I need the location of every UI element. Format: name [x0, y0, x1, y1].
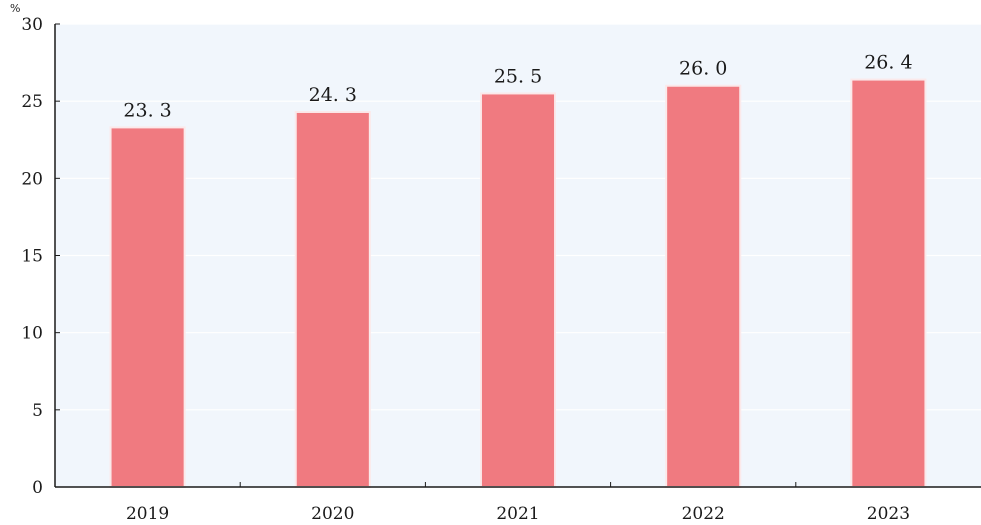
y-tick-label: 25: [21, 92, 43, 112]
y-tick-label: 5: [32, 401, 43, 421]
bar-2022: [665, 84, 742, 488]
y-tick-label: 10: [21, 324, 43, 344]
data-label-2020: 24. 3: [309, 84, 357, 106]
y-tick-label: 0: [32, 478, 43, 498]
bars: [109, 78, 927, 489]
y-tick-label: 30: [21, 15, 43, 35]
y-tick-label: 20: [21, 169, 43, 189]
data-label-2019: 23. 3: [123, 99, 171, 121]
x-tick-label-2019: 2019: [126, 504, 169, 524]
y-axis-unit: %: [10, 2, 20, 15]
axes: [54, 23, 981, 488]
bar-2023: [850, 78, 927, 488]
x-tick-label-2021: 2021: [496, 504, 539, 524]
y-tick-label: 15: [21, 247, 43, 267]
data-label-2021: 25. 5: [494, 65, 542, 87]
data-label-2022: 26. 0: [679, 58, 727, 80]
bar-2020: [294, 110, 371, 488]
labels: 0 5 10 15 20 25 30 23. 3 2019 24. 3 2020 25. 5 2021 2…: [21, 15, 912, 524]
x-tick-label-2022: 2022: [682, 504, 725, 524]
x-tick-label-2023: 2023: [867, 504, 910, 524]
bar-2019: [109, 126, 186, 489]
x-tick-label-2020: 2020: [311, 504, 354, 524]
data-label-2023: 26. 4: [864, 52, 912, 74]
bar-2021: [479, 92, 557, 488]
